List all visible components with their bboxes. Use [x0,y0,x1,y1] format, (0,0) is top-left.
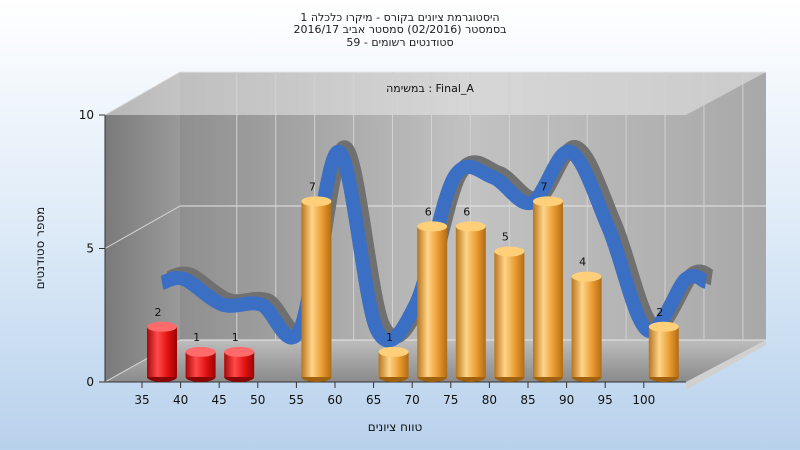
x-tick-label: 100 [632,393,655,407]
bar-top [533,196,563,207]
x-tick-label: 45 [212,393,227,407]
bar-top [648,321,679,332]
bar-top [378,346,409,357]
bar-90 [571,271,602,382]
bar-55 [301,196,332,382]
bar-value-label: 6 [425,205,432,218]
bar-value-label: 5 [502,231,509,244]
bar-value-label: 6 [463,205,470,218]
bar-body [533,201,563,377]
bar-value-label: 7 [541,180,548,193]
bar-body [417,226,448,377]
y-tick-label: 10 [79,108,94,122]
x-tick-label: 95 [598,393,613,407]
bar-top [455,221,486,232]
x-tick-label: 65 [366,393,381,407]
bar-body [648,326,679,377]
bar-top [185,346,216,357]
x-tick-label: 60 [327,393,342,407]
y-tick-label: 5 [86,242,94,256]
bar-body [301,201,332,377]
bar-65 [378,346,409,382]
bar-value-label: 7 [309,180,316,193]
bar-75 [455,221,486,382]
bar-top [224,346,255,357]
bar-45 [224,346,255,382]
bar-value-label: 4 [579,256,586,269]
bar-value-label: 2 [656,306,663,319]
annotation-label: במשימה : Final_A [386,82,474,95]
plot-top-edge [105,72,766,115]
bar-body [494,251,525,377]
bar-value-labels: 2 1 1 7 1 6 6 5 7 4 2 [155,180,664,344]
x-tick-label: 50 [250,393,265,407]
y-tick-label: 0 [86,375,94,389]
chart-subtitle-students: סטודנטים רשומים - 59 [346,36,454,49]
bar-top [571,271,602,282]
bar-100 [648,321,679,382]
bar-body [455,226,486,377]
y-axis-label: מספר סטודנטים [33,207,47,290]
x-tick-label: 85 [520,393,535,407]
grid-line-side [104,205,181,249]
bar-value-label: 2 [155,306,162,319]
bar-top [494,246,525,257]
x-tick-label: 90 [559,393,574,407]
x-tick-label: 55 [289,393,304,407]
x-tick-label: 70 [405,393,420,407]
grid-line-side [104,71,181,116]
x-tick-label: 35 [134,393,149,407]
x-tick-label: 80 [482,393,497,407]
bar-85 [533,196,563,382]
bar-value-label: 1 [232,331,239,344]
x-axis-label: טווח ציונים [368,420,423,434]
bar-40 [185,346,216,382]
chart-subtitle-semester: בסמסטר (02/2016) סמסטר אביב 2016/17 [293,23,507,36]
plot-right-edge [686,340,766,390]
bar-value-label: 1 [193,331,200,344]
bar-top [417,221,448,232]
bar-35 [147,321,177,382]
bar-top [301,196,332,207]
bar-70 [417,221,448,382]
bar-80 [494,246,525,382]
bar-top [147,321,177,332]
bar-body [147,326,177,377]
bar-body [571,276,602,377]
bars [147,196,679,382]
chart-title: היסטוגרמת ציונים בקורס - מיקרו כלכלה 1 [300,11,500,24]
bar-value-label: 1 [386,331,393,344]
x-tick-label: 75 [443,393,458,407]
x-tick-label: 40 [173,393,188,407]
